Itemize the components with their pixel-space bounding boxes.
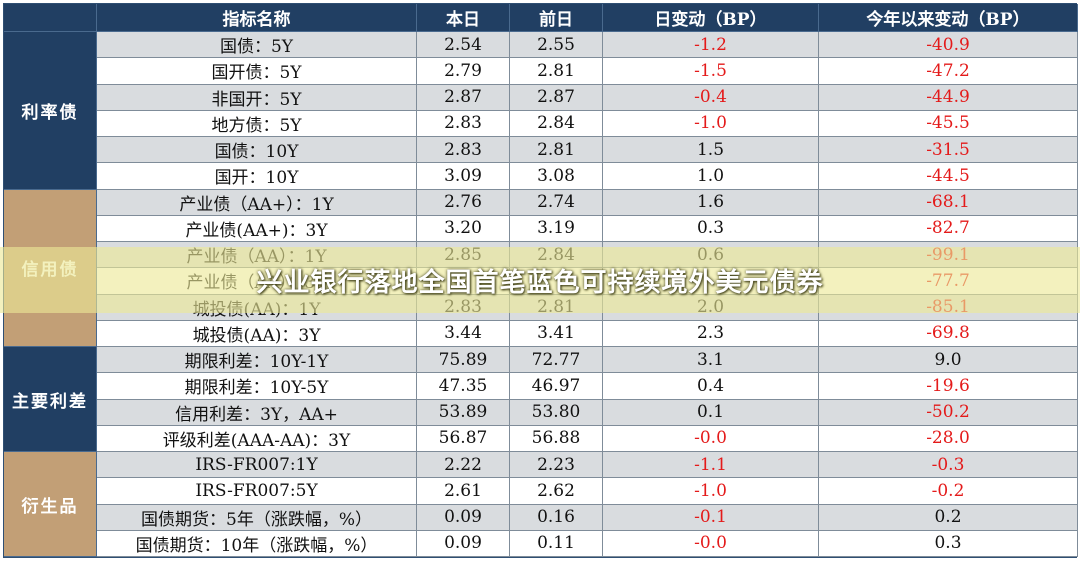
row-prev-value: 3.19	[510, 215, 603, 242]
row-indicator-name: 国债：10Y	[97, 137, 417, 164]
row-prev-value: 72.77	[510, 347, 603, 374]
row-ytd-change: 0.2	[819, 504, 1078, 531]
header-prev-day: 前日	[510, 4, 603, 32]
row-daily-change: 1.0	[603, 163, 819, 190]
row-today-value: 2.83	[417, 137, 510, 164]
row-daily-change: 3.1	[603, 347, 819, 374]
row-prev-value: 3.41	[510, 320, 603, 347]
row-ytd-change: -68.1	[819, 189, 1078, 216]
row-prev-value: 0.16	[510, 504, 603, 531]
row-daily-change: 0.3	[603, 215, 819, 242]
banner-headline[interactable]: 兴业银行落地全国首笔蓝色可持续境外美元债券	[256, 267, 824, 298]
row-ytd-change: -82.7	[819, 215, 1078, 242]
row-prev-value: 2.87	[510, 84, 603, 111]
row-today-value: 2.79	[417, 58, 510, 85]
row-indicator-name: 非国开：5Y	[97, 84, 417, 111]
row-prev-value: 56.88	[510, 425, 603, 452]
row-daily-change: 2.3	[603, 320, 819, 347]
row-daily-change: -1.0	[603, 478, 819, 505]
row-ytd-change: -44.5	[819, 163, 1078, 190]
row-indicator-name: 国债期货：10年（涨跌幅，%）	[97, 530, 417, 557]
row-today-value: 3.20	[417, 215, 510, 242]
row-indicator-name: 国开：10Y	[97, 163, 417, 190]
news-banner[interactable]: 兴业银行落地全国首笔蓝色可持续境外美元债券	[0, 247, 1080, 313]
row-ytd-change: -69.8	[819, 320, 1078, 347]
row-daily-change: -1.1	[603, 452, 819, 479]
row-indicator-name: 产业债（AA+）：1Y	[97, 189, 417, 216]
row-indicator-name: 地方债：5Y	[97, 110, 417, 137]
row-ytd-change: 0.3	[819, 530, 1078, 557]
row-prev-value: 2.84	[510, 110, 603, 137]
row-today-value: 2.87	[417, 84, 510, 111]
row-prev-value: 2.81	[510, 58, 603, 85]
row-daily-change: 0.4	[603, 373, 819, 400]
row-today-value: 2.76	[417, 189, 510, 216]
row-indicator-name: IRS-FR007:1Y	[97, 452, 417, 479]
row-prev-value: 0.11	[510, 530, 603, 557]
header-ytd-change: 今年以来变动（BP）	[819, 4, 1078, 32]
row-prev-value: 53.80	[510, 399, 603, 426]
row-indicator-name: 国开债：5Y	[97, 58, 417, 85]
row-ytd-change: -31.5	[819, 137, 1078, 164]
row-today-value: 3.09	[417, 163, 510, 190]
row-indicator-name: 评级利差(AAA-AA)：3Y	[97, 425, 417, 452]
row-prev-value: 2.81	[510, 137, 603, 164]
row-daily-change: -1.0	[603, 110, 819, 137]
row-indicator-name: 信用利差：3Y，AA+	[97, 399, 417, 426]
row-prev-value: 2.23	[510, 452, 603, 479]
row-indicator-name: IRS-FR007:5Y	[97, 478, 417, 505]
group-label: 主要利差	[4, 347, 97, 452]
row-today-value: 53.89	[417, 399, 510, 426]
header-group-col	[4, 4, 97, 32]
row-indicator-name: 期限利差：10Y-1Y	[97, 347, 417, 374]
row-daily-change: -1.2	[603, 32, 819, 59]
row-today-value: 56.87	[417, 425, 510, 452]
row-daily-change: -0.0	[603, 530, 819, 557]
row-ytd-change: -40.9	[819, 32, 1078, 59]
row-ytd-change: -45.5	[819, 110, 1078, 137]
row-ytd-change: 9.0	[819, 347, 1078, 374]
row-indicator-name: 城投债(AA)：3Y	[97, 320, 417, 347]
row-ytd-change: -19.6	[819, 373, 1078, 400]
row-ytd-change: -50.2	[819, 399, 1078, 426]
row-ytd-change: -28.0	[819, 425, 1078, 452]
header-today: 本日	[417, 4, 510, 32]
row-today-value: 3.44	[417, 320, 510, 347]
row-today-value: 75.89	[417, 347, 510, 374]
row-indicator-name: 期限利差：10Y-5Y	[97, 373, 417, 400]
group-label: 衍生品	[4, 452, 97, 557]
row-daily-change: -0.0	[603, 425, 819, 452]
row-ytd-change: -47.2	[819, 58, 1078, 85]
header-daily-change: 日变动（BP）	[603, 4, 819, 32]
row-daily-change: -0.1	[603, 504, 819, 531]
row-ytd-change: -44.9	[819, 84, 1078, 111]
row-indicator-name: 国债：5Y	[97, 32, 417, 59]
row-today-value: 2.83	[417, 110, 510, 137]
row-today-value: 0.09	[417, 530, 510, 557]
row-prev-value: 46.97	[510, 373, 603, 400]
row-prev-value: 2.74	[510, 189, 603, 216]
row-today-value: 2.61	[417, 478, 510, 505]
row-today-value: 2.54	[417, 32, 510, 59]
row-today-value: 47.35	[417, 373, 510, 400]
row-daily-change: -0.4	[603, 84, 819, 111]
row-ytd-change: -0.2	[819, 478, 1078, 505]
row-prev-value: 3.08	[510, 163, 603, 190]
row-today-value: 0.09	[417, 504, 510, 531]
row-daily-change: 1.5	[603, 137, 819, 164]
header-indicator-name: 指标名称	[97, 4, 417, 32]
group-label: 利率债	[4, 32, 97, 190]
row-prev-value: 2.55	[510, 32, 603, 59]
row-prev-value: 2.62	[510, 478, 603, 505]
row-daily-change: -1.5	[603, 58, 819, 85]
row-indicator-name: 国债期货：5年（涨跌幅，%）	[97, 504, 417, 531]
row-indicator-name: 产业债(AA+)：3Y	[97, 215, 417, 242]
row-ytd-change: -0.3	[819, 452, 1078, 479]
row-today-value: 2.22	[417, 452, 510, 479]
row-daily-change: 1.6	[603, 189, 819, 216]
row-daily-change: 0.1	[603, 399, 819, 426]
